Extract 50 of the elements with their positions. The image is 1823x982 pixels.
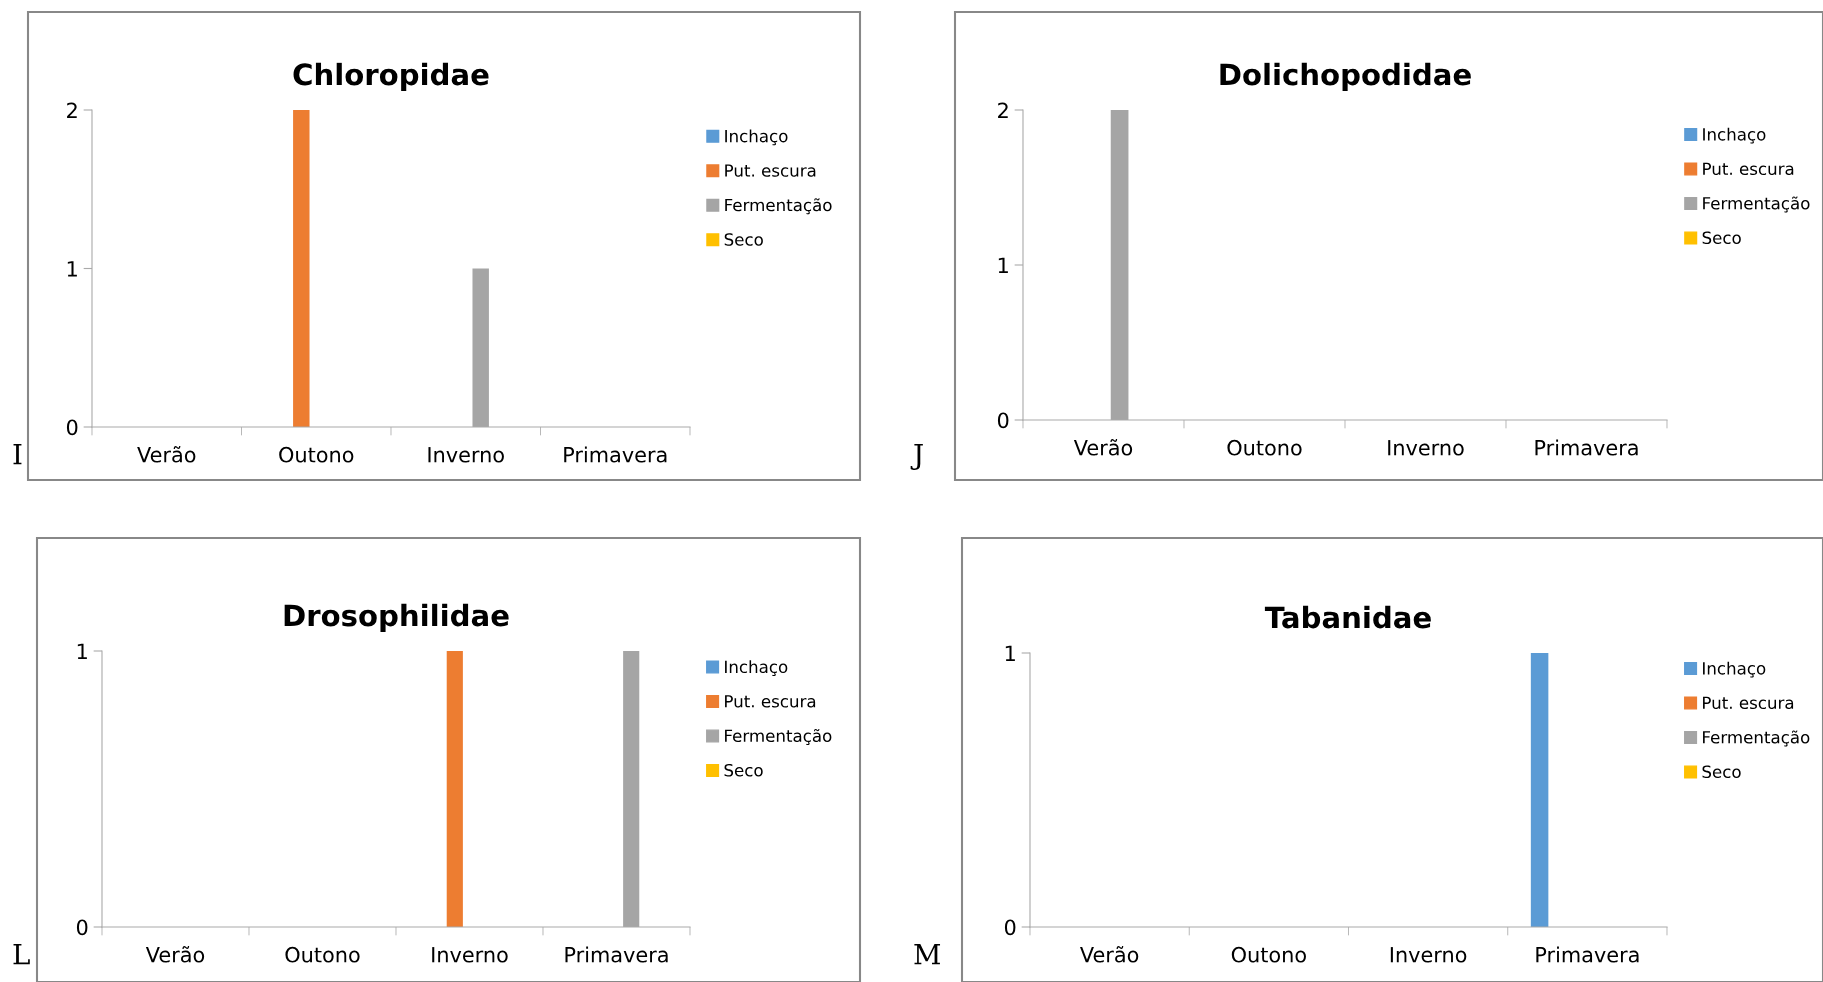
text: I [13, 443, 22, 465]
x-tick-label: Inverno [1388, 440, 1464, 456]
y-tick-label: 0 [66, 419, 78, 436]
text: L [13, 943, 30, 965]
x-tick-label: Primavera [565, 946, 668, 963]
y-tick-label: 1 [67, 261, 77, 277]
y-tick-label: 0 [997, 412, 1009, 429]
y-tick-label: 0 [1004, 919, 1016, 936]
legend-label: Inchaço [725, 660, 788, 677]
legend-label: Fermentação [725, 198, 832, 215]
y-tick-label: 0 [76, 919, 88, 936]
y-tick-label: 1 [1005, 645, 1015, 661]
legend-label: Put. escura [725, 164, 816, 177]
text: J [910, 443, 923, 470]
x-tick-label: Outono [1231, 946, 1306, 963]
x-tick-label: Outono [279, 446, 354, 463]
y-tick-label: 2 [67, 102, 77, 118]
x-tick-label: Outono [285, 946, 360, 963]
chart-title: Dolichopodidae [1220, 62, 1471, 92]
legend-label: Fermentação [1703, 730, 1810, 747]
y-tick-label: 2 [998, 102, 1008, 118]
legend-label: Fermentação [725, 728, 832, 746]
text: M [914, 943, 941, 965]
x-tick-label: Inverno [432, 947, 508, 963]
legend-label: Put. escura [1703, 696, 1794, 710]
y-tick-label: 1 [998, 257, 1008, 273]
chart-title: Chloropidae [293, 62, 489, 92]
x-tick-label: Verão [1080, 946, 1139, 963]
x-tick-label: Verão [1073, 439, 1133, 456]
chart-title: Drosophilidae [284, 603, 509, 633]
legend-label: Inchaço [1703, 661, 1766, 678]
x-tick-label: Verão [137, 446, 196, 463]
legend-label: Inchaço [1703, 127, 1766, 144]
chart-title: Tabanidae [1264, 605, 1431, 629]
x-tick-label: Verão [145, 946, 205, 963]
x-tick-label: Inverno [1390, 947, 1467, 963]
legend-label: Put. escura [1703, 162, 1794, 176]
legend-label: Seco [724, 233, 763, 246]
y-tick-label: 1 [77, 643, 87, 659]
legend-label: Put. escura [725, 695, 816, 708]
legend-label: Seco [1702, 231, 1741, 245]
legend-label: Fermentação [1703, 196, 1810, 213]
x-tick-label: Primavera [564, 446, 667, 463]
legend-label: Seco [1702, 765, 1741, 779]
x-tick-label: Inverno [428, 447, 504, 463]
legend-label: Inchaço [725, 129, 788, 146]
x-tick-label: Outono [1227, 439, 1302, 456]
x-tick-label: Primavera [1536, 946, 1639, 963]
legend-label: Seco [724, 763, 763, 777]
x-tick-label: Primavera [1535, 439, 1638, 456]
